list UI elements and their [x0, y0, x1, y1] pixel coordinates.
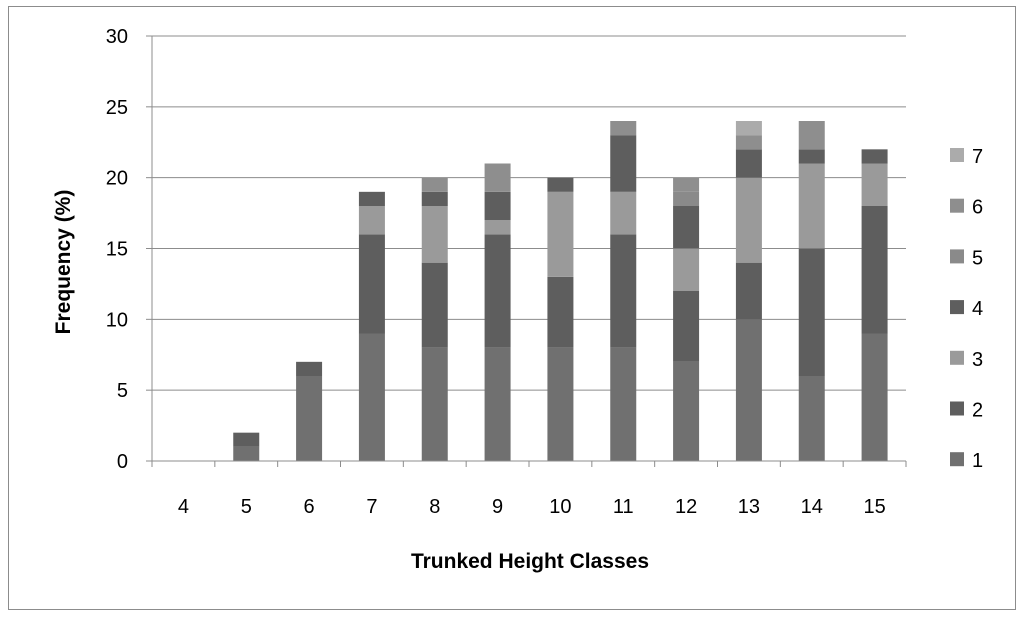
bar-segment	[421, 177, 448, 192]
bar-segment	[673, 191, 700, 206]
bar-segment	[735, 262, 762, 320]
legend-swatch	[950, 198, 964, 213]
bar-segment	[735, 319, 762, 461]
legend-swatch	[950, 300, 964, 315]
y-tick-label: 5	[117, 380, 128, 402]
x-tick-label: 12	[675, 496, 697, 518]
x-tick-label: 6	[304, 496, 315, 518]
bar-segment	[735, 149, 762, 178]
bar-segment	[358, 234, 385, 334]
bar-segment	[484, 220, 511, 235]
y-tick-label: 25	[106, 97, 128, 119]
legend-swatch	[950, 452, 964, 467]
y-tick-label: 0	[117, 451, 128, 473]
bar-segment	[610, 191, 637, 235]
legend-swatch	[950, 249, 964, 264]
bar-segment	[673, 177, 700, 192]
bar-segment	[673, 206, 700, 249]
y-tick-label: 20	[106, 168, 128, 190]
legend-label: 1	[972, 450, 983, 472]
y-tick-labels: 0 5 10 15 20 25 30	[106, 26, 128, 473]
bar-segment	[233, 432, 260, 447]
legend-swatch	[950, 350, 964, 365]
y-tick-label: 15	[106, 239, 128, 261]
bar-segment	[735, 177, 762, 263]
bar-segment	[358, 191, 385, 206]
bar-segment	[610, 121, 637, 136]
x-tick-label: 5	[241, 496, 252, 518]
axes	[146, 35, 907, 467]
bar-segment	[610, 347, 637, 461]
bar-segment	[547, 347, 574, 461]
x-tick-label: 13	[738, 496, 760, 518]
x-tick-label: 10	[549, 496, 571, 518]
legend-label: 3	[972, 349, 983, 371]
x-tick-label: 8	[429, 496, 440, 518]
bar-segment	[358, 333, 385, 461]
bar-segment	[861, 333, 888, 461]
x-axis-title: Trunked Height Classes	[411, 550, 649, 573]
bar-segment	[798, 121, 825, 150]
bar-segment	[861, 163, 888, 206]
bar-segment	[610, 234, 637, 348]
bar-segment	[798, 248, 825, 376]
bar-segment	[798, 376, 825, 461]
bar-segment	[233, 446, 260, 461]
legend-label: 6	[972, 197, 983, 219]
chart-frame	[8, 6, 1016, 610]
x-tick-labels: 4 5 6 7 8 9 10 11 12 13 14 15	[178, 496, 886, 518]
legend-label: 7	[972, 146, 983, 168]
bar-segment	[798, 149, 825, 164]
x-tick-label: 7	[366, 496, 377, 518]
x-tick-label: 9	[492, 496, 503, 518]
legend: 7 6 5 4 3 2 1	[950, 146, 983, 472]
bar-segment	[798, 163, 825, 249]
bar-segment	[484, 347, 511, 461]
legend-swatch	[950, 148, 964, 162]
bar-segment	[547, 276, 574, 348]
bar-segment	[421, 347, 448, 461]
bar-segment	[547, 177, 574, 192]
bar-segment	[484, 191, 511, 221]
bars	[233, 121, 888, 461]
bar-segment	[735, 121, 762, 136]
bar-segment	[484, 163, 511, 192]
legend-label: 4	[972, 298, 983, 320]
gridlines	[152, 35, 906, 391]
bar-segment	[296, 361, 323, 376]
x-tick-label: 15	[863, 496, 885, 518]
legend-label: 5	[972, 247, 983, 269]
bar-segment	[358, 206, 385, 235]
bar-segment	[484, 234, 511, 348]
bar-segment	[673, 291, 700, 362]
bar-segment	[673, 248, 700, 291]
y-axis-title: Frequency (%)	[52, 190, 75, 335]
bar-segment	[421, 262, 448, 348]
bar-segment	[861, 149, 888, 164]
bar-segment	[421, 206, 448, 263]
bar-segment	[610, 135, 637, 192]
legend-label: 2	[972, 400, 983, 422]
bar-segment	[673, 361, 700, 461]
bar-segment	[421, 191, 448, 206]
y-tick-label: 10	[106, 309, 128, 331]
bar-segment	[735, 135, 762, 150]
x-tick-label: 11	[613, 496, 634, 518]
legend-swatch	[950, 401, 964, 416]
bar-segment	[296, 376, 323, 461]
x-tick-label: 14	[801, 496, 823, 518]
x-tick-label: 4	[178, 496, 189, 518]
bar-segment	[547, 191, 574, 277]
y-tick-label: 30	[106, 26, 128, 48]
bar-segment	[861, 206, 888, 334]
